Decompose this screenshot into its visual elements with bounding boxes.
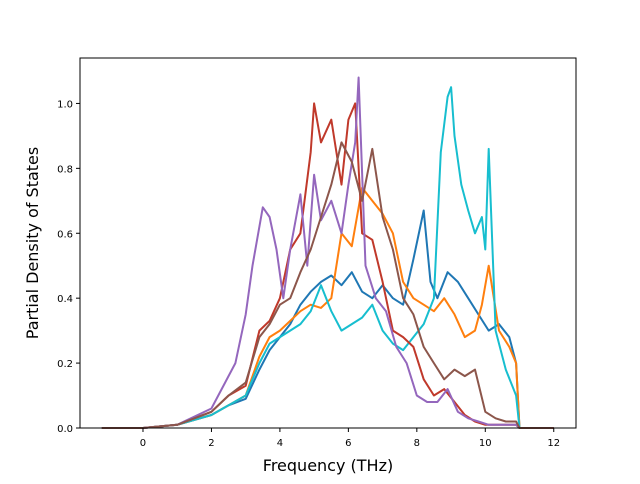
series-line-3	[101, 102, 554, 429]
y-tick-label: 0.2	[57, 359, 73, 370]
x-tick-label: 10	[479, 438, 492, 449]
series-line-1	[101, 186, 554, 429]
y-tick-label: 0.0	[57, 424, 73, 435]
plot-frame	[79, 57, 577, 429]
x-tick-label: 4	[277, 438, 283, 449]
x-tick-label: 8	[414, 438, 420, 449]
y-tick-label: 0.6	[57, 229, 73, 240]
y-tick-label: 0.8	[57, 164, 73, 175]
y-axis-title: Partial Density of States	[23, 147, 42, 339]
series-line-4	[101, 76, 554, 429]
series-line-2	[101, 86, 554, 429]
series-line-0	[101, 209, 554, 429]
x-tick-label: 6	[345, 438, 351, 449]
series-line-5	[101, 141, 554, 429]
x-tick-label: 2	[208, 438, 214, 449]
series-layer	[101, 76, 554, 429]
x-tick-label: 12	[547, 438, 560, 449]
x-tick-label: 0	[140, 438, 146, 449]
y-tick-label: 0.4	[57, 294, 73, 305]
x-axis-title: Frequency (THz)	[263, 456, 393, 475]
ticks-layer: 0 2 4 6 8 10 12 0.0 0.2 0.4 0.6 0.8 1.0	[57, 99, 560, 449]
y-tick-label: 1.0	[57, 99, 73, 110]
